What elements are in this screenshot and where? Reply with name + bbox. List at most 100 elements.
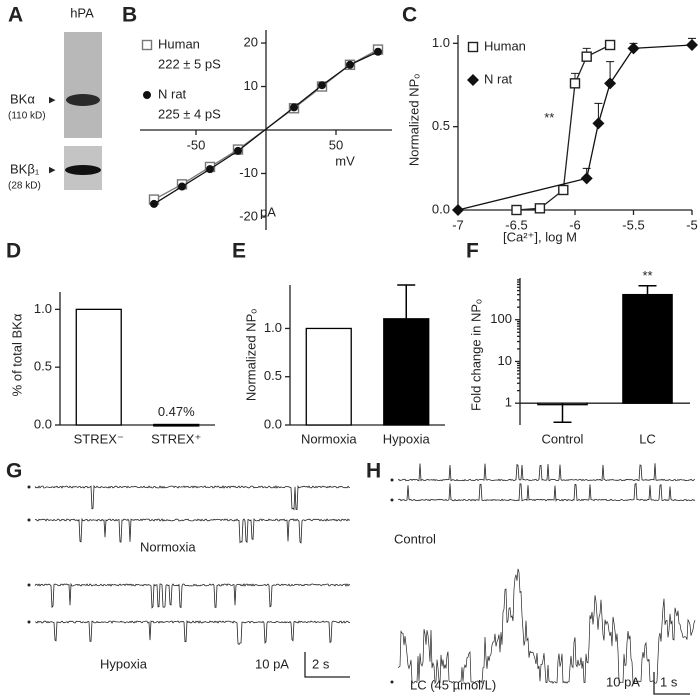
legend-label: N rat — [484, 71, 513, 86]
marker — [604, 39, 616, 51]
current-trace — [397, 463, 696, 482]
x-tick-label: STREX⁻ — [74, 431, 124, 446]
condition-label: LC (45 µmol/L) — [410, 677, 496, 692]
marker — [686, 39, 698, 51]
trace-dot — [27, 518, 31, 522]
y-tick-label: -20 — [239, 208, 258, 223]
x-axis-label: [Ca²⁺], log M — [503, 229, 577, 244]
panel-letter: E — [232, 240, 246, 263]
y-axis-label: Fold change in NPₒ — [468, 299, 483, 411]
blot-band — [66, 94, 100, 106]
bar — [622, 293, 673, 404]
panel-letter: F — [466, 240, 479, 263]
scale-label: 1 s — [660, 674, 678, 689]
scale-bar — [653, 672, 690, 695]
y-axis-label: % of total BKα — [9, 313, 24, 396]
error-bar — [638, 285, 657, 295]
current-trace — [397, 482, 696, 502]
y-tick-label: 0.5 — [34, 359, 52, 374]
scale-bar — [304, 652, 350, 678]
legend-marker — [467, 74, 479, 86]
marker — [206, 165, 214, 174]
trace-dot — [390, 498, 394, 502]
y-tick-label: -10 — [239, 165, 258, 180]
condition-label: Control — [394, 531, 436, 546]
y-tick-label: 1.0 — [432, 35, 450, 50]
marker — [374, 47, 382, 56]
marker — [452, 204, 464, 216]
panel-letter: B — [122, 4, 137, 27]
legend-marker — [143, 91, 151, 99]
x-tick-label: -6.5 — [505, 217, 527, 232]
y-tick-label: 0.5 — [264, 368, 282, 383]
marker — [234, 146, 242, 155]
marker — [534, 203, 546, 214]
y-tick-label: 1.0 — [34, 301, 52, 316]
x-tick-label: -50 — [187, 137, 206, 152]
y-tick-label: 100 — [490, 311, 512, 326]
error-bar — [553, 403, 572, 423]
legend-marker — [141, 39, 153, 51]
series-line — [153, 51, 379, 205]
condition-label: Hypoxia — [100, 656, 148, 671]
marker — [569, 78, 581, 89]
annotation: ** — [642, 268, 652, 283]
x-tick-label: Hypoxia — [383, 431, 431, 446]
blot-strip — [64, 32, 102, 138]
current-trace — [34, 517, 351, 544]
x-tick-label: Control — [542, 431, 584, 446]
trace-dot — [27, 620, 31, 624]
x-tick-label: -5 — [686, 217, 698, 232]
y-tick-label: 0.0 — [432, 201, 450, 216]
blot-column-label: hPA — [70, 5, 94, 20]
scale-label: 2 s — [312, 656, 330, 671]
y-tick-label: 0.0 — [34, 416, 52, 431]
current-trace — [34, 582, 351, 609]
y-tick-label: 1 — [505, 395, 512, 410]
legend-label: N rat — [158, 86, 187, 101]
band-label: BKβ₁ — [10, 161, 40, 176]
current-trace — [397, 568, 696, 685]
panel-letter: G — [6, 460, 22, 483]
band-size: (28 kD) — [8, 181, 41, 192]
band-arrow: ▸ — [49, 91, 56, 106]
band-arrow: ▸ — [49, 161, 56, 176]
x-tick-label: -7 — [452, 217, 464, 232]
legend-label: Human — [484, 38, 526, 53]
x-tick-label: LC — [639, 431, 656, 446]
panel-letter: H — [366, 460, 381, 483]
y-axis-label: pA — [260, 204, 276, 219]
x-tick-label: 50 — [329, 137, 343, 152]
panel-letter: A — [8, 4, 23, 27]
panel-letter: D — [6, 240, 21, 263]
y-axis-label: Normalized NPₒ — [406, 74, 421, 166]
scale-label: 10 pA — [255, 656, 289, 671]
marker — [318, 81, 326, 90]
legend-note: 222 ± 5 pS — [158, 56, 221, 71]
y-tick-label: 0.0 — [264, 416, 282, 431]
legend-note: 225 ± 4 pS — [158, 106, 221, 121]
series-line — [457, 44, 693, 211]
panel-letter: C — [402, 4, 417, 27]
marker — [580, 172, 593, 185]
marker — [581, 51, 592, 62]
x-tick-label: Normoxia — [301, 431, 357, 446]
y-tick-label: 20 — [244, 34, 258, 49]
x-tick-label: -6 — [569, 217, 581, 232]
legend-marker — [467, 41, 479, 53]
bar — [75, 308, 122, 426]
trace-dot — [390, 478, 394, 482]
trace-dot — [27, 485, 31, 489]
y-tick-label: 10 — [244, 78, 258, 93]
marker — [592, 117, 605, 130]
marker — [150, 199, 158, 208]
marker — [604, 77, 617, 90]
condition-label: Normoxia — [140, 539, 196, 554]
band-size: (110 kD) — [8, 111, 46, 122]
trace-dot — [390, 680, 394, 684]
current-trace — [34, 619, 351, 645]
bar — [305, 327, 352, 426]
bar — [383, 318, 430, 426]
marker — [511, 204, 522, 216]
